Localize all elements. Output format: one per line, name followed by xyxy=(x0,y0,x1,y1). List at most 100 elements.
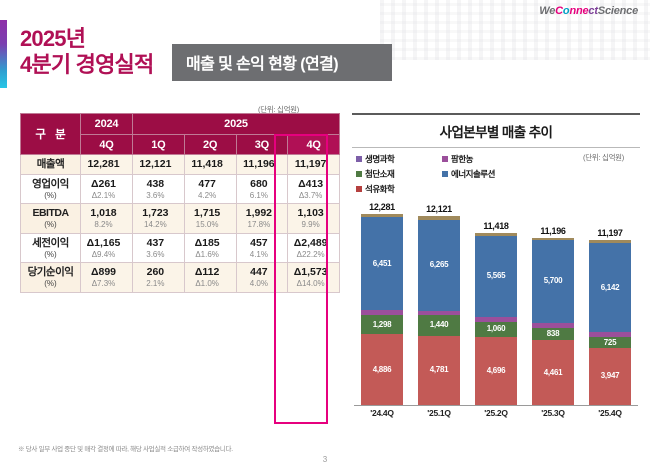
chart-plot-area: 12,281 6,451 1,298 4,886 12,121 6,265 1,440 4,7… xyxy=(352,202,640,405)
bar-total-label: 11,196 xyxy=(540,225,566,236)
table-cell-subvalue: Δ9.4% xyxy=(91,249,116,259)
x-axis-label-3: '25.3Q xyxy=(541,408,565,418)
table-cell: 457 4.1% xyxy=(235,232,289,264)
x-axis-label-0: '24.4Q xyxy=(370,408,394,418)
legend-swatch-icon xyxy=(442,171,448,177)
title-line-1: 2025년 xyxy=(20,26,86,51)
table-cell: 1,992 17.8% xyxy=(235,203,289,234)
table-header-quarter-3: 3Q xyxy=(235,134,289,155)
x-axis-label-2: '25.2Q xyxy=(484,408,508,418)
table-cell-subvalue: Δ2.1% xyxy=(91,190,116,200)
bar-segment: 838 xyxy=(532,328,574,341)
table-row: 당기순이익 (%) Δ899 Δ7.3% 260 2.1% Δ112 Δ1.0% 447 4.0%… xyxy=(20,262,340,293)
table-row-label: 세전이익 (%) xyxy=(20,232,81,264)
legend-label: 팜한농 xyxy=(451,154,473,164)
table-cell-subvalue: 9.9% xyxy=(301,220,320,230)
footnote: ※ 당사 일부 사업 중단 및 매각 결정에 따라, 해당 사업실적 소급하여 … xyxy=(18,446,233,453)
table-row: 세전이익 (%) Δ1,165 Δ9.4% 437 3.6% Δ185 Δ1.6% 457 4.1… xyxy=(20,232,340,264)
bar-segment: 6,265 xyxy=(418,219,460,311)
table-cell-subvalue: Δ1.0% xyxy=(195,279,219,289)
table-row-label: 영업이익 (%) xyxy=(20,173,81,205)
table-header-quarter-0: 4Q xyxy=(80,134,133,155)
logo-part-3: nne xyxy=(569,5,589,17)
table-cell: Δ413 Δ3.7% xyxy=(287,173,340,205)
table-cell: Δ185 Δ1.6% xyxy=(183,232,237,264)
legend-label: 석유화학 xyxy=(365,184,395,194)
table-row-sublabel: (%) xyxy=(44,190,57,200)
logo-part-2: o xyxy=(562,5,570,17)
table-cell: Δ112 Δ1.0% xyxy=(183,262,237,293)
bar-segment xyxy=(361,214,403,217)
table-row: EBITDA (%) 1,018 8.2% 1,723 14.2% 1,715 15.0% 1,… xyxy=(20,203,340,234)
table-row-sublabel: (%) xyxy=(44,249,57,259)
table-cell: 12,281 xyxy=(80,154,133,175)
bar-total-label: 12,121 xyxy=(426,204,452,215)
financial-table: 구 분 2024 2025 4Q 1Q 2Q 3Q 4Q 매출액 12,281 12,121… xyxy=(20,113,340,293)
bar-segment: 725 xyxy=(589,337,631,348)
table-row-sublabel: (%) xyxy=(44,220,57,230)
logo-part-5: Science xyxy=(597,5,638,17)
title-line-2: 4분기 경영실적 xyxy=(20,51,154,77)
legend-swatch-icon xyxy=(442,156,448,162)
table-unit-note: (단위: 십억원) xyxy=(258,105,299,114)
x-axis-label-4: '25.4Q xyxy=(598,408,622,418)
table-cell-subvalue: 14.2% xyxy=(144,220,167,230)
table-head-row-year: 구 분 2024 2025 xyxy=(20,113,340,155)
chart-title: 사업본부별 매출 추이 xyxy=(352,113,640,148)
bar-segment: 1,298 xyxy=(361,315,403,335)
bar-segment xyxy=(589,332,631,338)
legend-swatch-icon xyxy=(356,186,362,192)
table-row-sublabel: (%) xyxy=(44,279,57,289)
logo-part-0: We xyxy=(539,5,556,17)
table-header-quarter-1: 1Q xyxy=(132,134,185,155)
table-cell-subvalue: 4.2% xyxy=(198,190,217,200)
table-cell-subvalue: 8.2% xyxy=(94,220,113,230)
table-row-label: EBITDA (%) xyxy=(20,203,81,234)
bar-segment xyxy=(418,216,460,220)
table-cell: Δ899 Δ7.3% xyxy=(80,262,133,293)
bar-segment: 4,461 xyxy=(532,340,574,405)
bar-segment: 5,565 xyxy=(475,236,517,317)
bar-segment: 4,696 xyxy=(475,336,517,405)
chart-x-axis-line xyxy=(354,405,638,406)
table-cell-subvalue: 4.0% xyxy=(249,279,268,289)
bar-segment xyxy=(418,310,460,315)
table-cell-subvalue: 4.1% xyxy=(249,249,268,259)
bar-column: 12,281 6,451 1,298 4,886 xyxy=(360,202,404,405)
bar-stack: 5,700 838 4,461 xyxy=(532,237,574,405)
legend-item-0: 생명과학 xyxy=(356,153,442,165)
bar-segment xyxy=(475,316,517,322)
bar-stack: 5,565 1,060 4,696 xyxy=(475,232,517,405)
table-header-quarter-2: 2Q xyxy=(183,134,237,155)
subtitle-banner: 매출 및 손익 현황 (연결) xyxy=(172,44,392,81)
table-cell: 680 6.1% xyxy=(235,173,289,205)
bar-total-label: 11,197 xyxy=(597,228,623,239)
table-cell: 1,723 14.2% xyxy=(132,203,185,234)
table-cell-subvalue: 6.1% xyxy=(249,190,268,200)
table-cell: 260 2.1% xyxy=(132,262,185,293)
table-cell-subvalue: 2.1% xyxy=(146,279,165,289)
table-cell-subvalue: Δ1.6% xyxy=(195,249,219,259)
table-cell: 447 4.0% xyxy=(235,262,289,293)
bar-segment xyxy=(589,240,631,244)
x-axis-label-1: '25.1Q xyxy=(427,408,451,418)
table-cell-subvalue: Δ22.2% xyxy=(296,249,325,259)
table-cell-subvalue: 3.6% xyxy=(146,190,165,200)
table-header-year-2024: 2024 xyxy=(80,113,133,135)
table-row: 매출액 12,281 12,121 11,418 11,196 11,197 xyxy=(20,154,340,175)
page-title: 2025년 4분기 경영실적 xyxy=(20,26,154,77)
table-row-label: 당기순이익 (%) xyxy=(20,262,81,293)
table-cell-subvalue: 3.6% xyxy=(146,249,165,259)
table-cell: Δ1,165 Δ9.4% xyxy=(80,232,133,264)
bar-segment: 1,060 xyxy=(475,321,517,337)
bar-segment xyxy=(475,232,517,237)
table-cell: 1,018 8.2% xyxy=(80,203,133,234)
header-watermark-pattern xyxy=(380,0,650,60)
left-accent-bar xyxy=(0,20,7,88)
table-body: 매출액 12,281 12,121 11,418 11,196 11,197 영업이익 (%)… xyxy=(20,154,340,293)
table-cell: 1,715 15.0% xyxy=(183,203,237,234)
table-cell: 438 3.6% xyxy=(132,173,185,205)
table-cell: 12,121 xyxy=(132,154,185,175)
table-cell: 477 4.2% xyxy=(183,173,237,205)
